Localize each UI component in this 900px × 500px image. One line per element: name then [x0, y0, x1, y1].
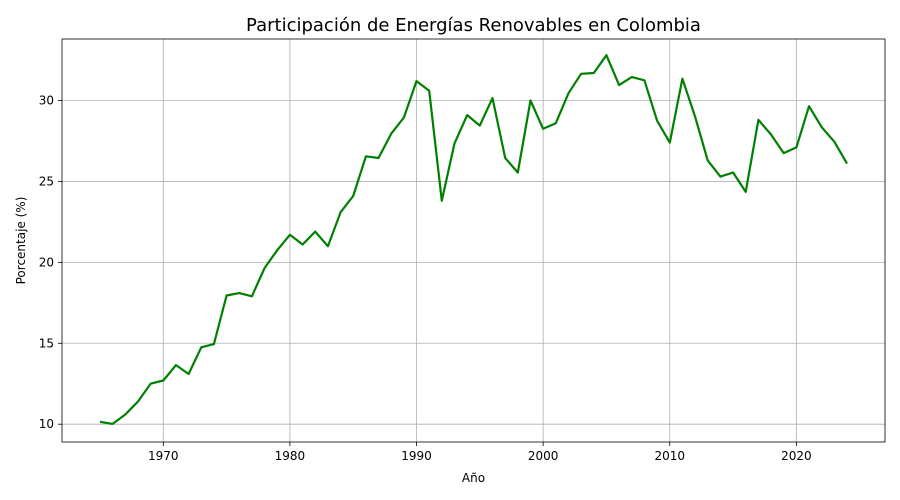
x-tick-label: 2000 — [528, 449, 559, 463]
series-line — [99, 54, 848, 425]
x-tick-label: 1990 — [401, 449, 432, 463]
y-tick-label: 20 — [39, 255, 54, 269]
y-tick-label: 30 — [39, 94, 54, 108]
y-tick-label: 10 — [39, 417, 54, 431]
x-tick-label: 1970 — [148, 449, 179, 463]
grid-layer — [62, 39, 885, 442]
y-tick-label: 25 — [39, 174, 54, 188]
ticks-layer: 1970 1980 1990 2000 2010 2020 10 15 20 25 30 — [39, 94, 812, 463]
x-axis-label: Año — [462, 471, 485, 485]
y-tick-label: 15 — [39, 336, 54, 350]
plot-frame — [61, 38, 886, 443]
x-tick-label: 2020 — [781, 449, 812, 463]
chart-title: Participación de Energías Renovables en … — [246, 15, 701, 36]
x-tick-label: 1980 — [275, 449, 306, 463]
y-axis-label: Porcentaje (%) — [14, 197, 28, 285]
x-tick-label: 2010 — [654, 449, 685, 463]
